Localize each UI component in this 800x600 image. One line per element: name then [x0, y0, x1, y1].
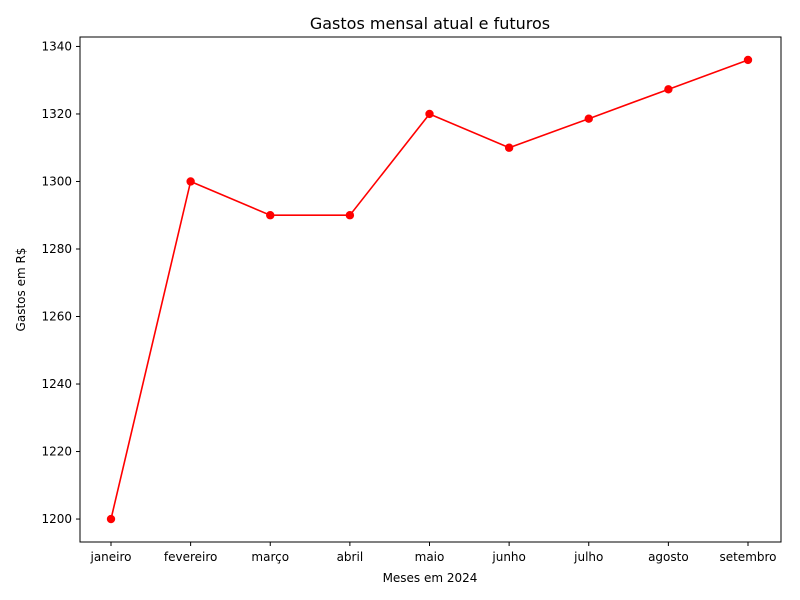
y-axis: 1200 1220 1240 1260 1280 1300 1320 1340 [41, 39, 80, 526]
y-tick-label: 1280 [41, 242, 72, 256]
data-point [743, 55, 753, 65]
data-point [584, 114, 593, 123]
x-axis: janeiro fevereiro março abril maio junho julho… [89, 542, 777, 564]
x-tick-label: julho [573, 550, 603, 564]
x-tick-label: agosto [648, 550, 689, 564]
data-point [186, 177, 195, 186]
x-tick-label: junho [491, 550, 526, 564]
data-point [425, 109, 434, 119]
data-point [106, 514, 116, 524]
x-tick-label: setembro [719, 550, 776, 564]
x-tick-label: março [251, 550, 289, 564]
x-tick-label: maio [415, 550, 445, 564]
y-tick-label: 1240 [41, 377, 72, 391]
y-axis-label: Gastos em R$ [14, 248, 28, 332]
data-point [664, 85, 673, 94]
x-tick-label: abril [337, 550, 364, 564]
y-tick-label: 1200 [41, 512, 72, 526]
y-tick-label: 1300 [41, 174, 72, 188]
plot-frame [79, 36, 782, 543]
series-line [110, 59, 749, 520]
chart-title: Gastos mensal atual e futuros [310, 14, 550, 33]
data-point [266, 211, 275, 220]
y-tick-label: 1340 [41, 39, 72, 53]
y-tick-label: 1220 [41, 445, 72, 459]
y-tick-label: 1260 [41, 310, 72, 324]
x-axis-label: Meses em 2024 [383, 571, 478, 585]
x-tick-label: janeiro [89, 550, 131, 564]
data-point [504, 143, 514, 152]
y-tick-label: 1320 [41, 107, 72, 121]
x-tick-label: fevereiro [164, 550, 218, 564]
plot-area [106, 55, 753, 524]
data-point [345, 211, 355, 220]
